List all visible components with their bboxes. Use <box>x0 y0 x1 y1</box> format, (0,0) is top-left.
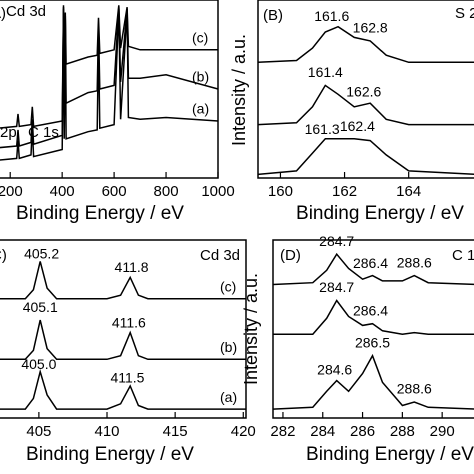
annotation: Cd 3d <box>6 3 46 20</box>
peak-label: 284.7 <box>319 233 354 249</box>
peak-label: 405.2 <box>24 245 59 261</box>
peak-label: 411.6 <box>112 315 146 331</box>
peak-label: 162.4 <box>340 118 375 134</box>
x-axis-label: Binding Energy / eV <box>306 444 474 465</box>
peak-label: 284.6 <box>317 361 352 377</box>
peak-label: 284.7 <box>319 279 354 295</box>
plot-frame <box>0 239 247 419</box>
spectrum-line <box>0 261 246 300</box>
x-tick-label: 200 <box>0 183 23 200</box>
x-tick-label: 600 <box>102 183 127 200</box>
spectrum-line <box>257 138 474 176</box>
curve-label: (c) <box>192 30 208 46</box>
peak-label: 286.4 <box>353 255 388 271</box>
x-tick-label: 160 <box>268 183 293 200</box>
peak-label: 411.5 <box>110 370 144 386</box>
panel-label: (C) <box>0 247 7 264</box>
x-tick-label: 286 <box>350 423 375 440</box>
curve-label: (b) <box>220 339 237 355</box>
spectrum-line <box>257 84 474 126</box>
spectrum-line <box>0 8 219 161</box>
x-tick-label: 420 <box>231 423 256 440</box>
spectrum-line <box>272 252 474 286</box>
x-tick-label: 284 <box>310 423 335 440</box>
peak-label: 161.4 <box>308 64 343 80</box>
peak-label: 162.6 <box>346 83 381 99</box>
panel-label: (B) <box>263 7 283 24</box>
x-tick-label: 288 <box>390 423 415 440</box>
peak-label: 288.6 <box>397 381 432 397</box>
peak-label: 162.8 <box>353 20 388 36</box>
panel-label: (A) <box>0 5 6 22</box>
x-tick-label: 290 <box>430 423 455 440</box>
annotation: C 1s <box>452 247 474 264</box>
peak-label: 286.4 <box>353 303 388 319</box>
annotation: Cd 3d <box>200 247 240 264</box>
curve-label: (a) <box>192 101 209 117</box>
panel-label: (D) <box>280 247 301 264</box>
y-axis-label: Intensity / a.u. <box>241 273 261 385</box>
peak-label: 161.3 <box>305 121 340 137</box>
peak-label: 405.0 <box>21 356 56 372</box>
spectrum-line <box>272 353 474 410</box>
spectrum-line <box>0 319 246 361</box>
x-tick-label: 1000 <box>201 183 234 200</box>
annotation: S 2p <box>455 5 474 22</box>
x-axis-label: Binding Energy / eV <box>26 444 194 465</box>
peak-label: 411.8 <box>115 259 149 275</box>
x-tick-label: 415 <box>163 423 188 440</box>
curve-label: (a) <box>220 389 237 405</box>
y-axis-label: Intensity / a.u. <box>229 34 249 146</box>
x-tick-label: 410 <box>94 423 119 440</box>
spectrum-line <box>273 299 474 336</box>
plot-frame <box>257 0 474 179</box>
spectrum-line <box>0 5 218 129</box>
spectrum-line <box>0 368 246 410</box>
peak-label: 286.5 <box>355 334 390 350</box>
x-tick-label: 800 <box>154 183 179 200</box>
peak-label: 288.6 <box>397 254 432 270</box>
peak-label: 161.6 <box>314 8 349 24</box>
curve-label: (b) <box>192 69 209 85</box>
annotation: C 1s <box>28 124 59 141</box>
x-tick-label: 400 <box>50 183 75 200</box>
curve-label: (c) <box>220 278 236 294</box>
x-tick-label: 162 <box>332 183 357 200</box>
x-tick-label: 405 <box>26 423 51 440</box>
plot-frame <box>272 239 474 419</box>
peak-label: 405.1 <box>23 299 58 315</box>
x-tick-label: 282 <box>270 423 295 440</box>
x-axis-label: Binding Energy / eV <box>16 203 184 224</box>
spectrum-line <box>257 25 474 64</box>
x-tick-label: 164 <box>396 183 421 200</box>
x-axis-label: Binding Energy / eV <box>296 203 464 224</box>
